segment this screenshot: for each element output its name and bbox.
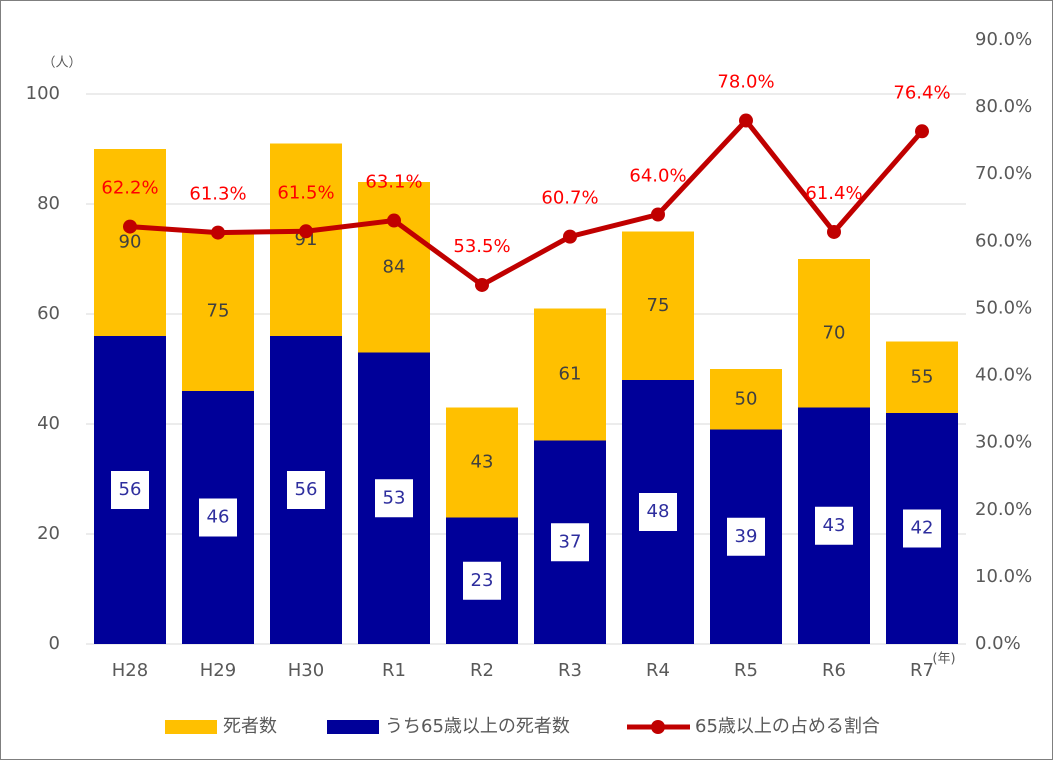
y-tick-label: 80 — [37, 193, 60, 214]
y-tick-label: 20 — [37, 523, 60, 544]
legend-label: うち65歳以上の死者数 — [385, 716, 570, 737]
line-label: 64.0% — [629, 165, 686, 186]
x-tick-label: R3 — [558, 660, 582, 681]
bar-label: 43 — [471, 452, 494, 473]
y2-tick-label: 90.0% — [975, 29, 1032, 50]
line-marker — [387, 213, 401, 228]
bar-label-box — [287, 471, 325, 509]
legend-label: 65歳以上の占める割合 — [695, 716, 880, 737]
y-unit: （人） — [42, 56, 81, 71]
bar-label: 23 — [471, 570, 494, 591]
y2-tick-label: 30.0% — [975, 432, 1032, 453]
x-tick-label: R1 — [382, 660, 406, 681]
y-tick-label: 0 — [49, 633, 60, 654]
line-marker — [651, 207, 665, 222]
x-unit: (年) — [932, 652, 955, 667]
bar-label-box — [463, 561, 501, 600]
x-tick-label: R6 — [822, 660, 846, 681]
legend-swatch — [327, 720, 379, 734]
x-tick-label: R2 — [470, 660, 494, 681]
bar-label-box — [375, 479, 413, 518]
y2-tick-label: 50.0% — [975, 297, 1032, 318]
line-marker — [739, 113, 753, 128]
bar-label: 75 — [647, 295, 670, 316]
x-tick-label: R4 — [646, 660, 670, 681]
y2-tick-label: 80.0% — [975, 96, 1032, 117]
line-marker — [827, 224, 841, 239]
x-tick-label: H30 — [288, 660, 324, 681]
line-label: 60.7% — [541, 188, 598, 209]
y2-tick-label: 0.0% — [975, 633, 1021, 654]
line — [129, 116, 924, 288]
bar-label: 50 — [735, 388, 758, 409]
bar-label: 42 — [911, 518, 934, 539]
x-tick-label: H29 — [200, 660, 236, 681]
y-tick-label: 40 — [37, 413, 60, 434]
bar-label-box — [551, 523, 589, 562]
line-label: 76.4% — [893, 82, 950, 103]
bar-label: 46 — [207, 507, 230, 528]
y2-tick-label: 10.0% — [975, 566, 1032, 587]
x-tick-label: R5 — [734, 660, 758, 681]
x-tick-label: H28 — [112, 660, 148, 681]
line-label: 62.2% — [101, 178, 158, 199]
bar-label-box — [727, 517, 765, 556]
bar-label: 90 — [119, 232, 142, 253]
bar-label-box — [111, 471, 149, 509]
line-label: 61.3% — [189, 184, 246, 205]
bar-label: 37 — [559, 531, 582, 552]
bar-label-box — [815, 506, 853, 545]
bar-label: 56 — [119, 479, 142, 500]
line-label: 61.5% — [277, 182, 334, 203]
bar-label: 39 — [735, 526, 758, 547]
legend-label: 死者数 — [223, 716, 277, 737]
line-marker — [475, 277, 489, 292]
line-label: 78.0% — [717, 72, 774, 93]
y2-tick-label: 20.0% — [975, 499, 1032, 520]
line-marker — [123, 219, 137, 234]
bar-label: 61 — [559, 364, 582, 385]
bar-label: 43 — [823, 515, 846, 536]
bar-label: 70 — [823, 322, 846, 343]
line-marker — [299, 224, 313, 239]
y-tick-label: 60 — [37, 303, 60, 324]
line-marker — [563, 229, 577, 244]
x-tick-label: R7 — [910, 660, 934, 681]
legend-marker — [651, 720, 665, 734]
bar-label-box — [639, 493, 677, 531]
bar-label: 53 — [383, 487, 406, 508]
line-label: 61.4% — [805, 183, 862, 204]
line-label: 63.1% — [365, 172, 422, 193]
bar-label: 56 — [295, 479, 318, 500]
line-marker — [211, 225, 225, 240]
y2-tick-label: 40.0% — [975, 365, 1032, 386]
line-label: 53.5% — [453, 236, 510, 257]
bar-label-box — [199, 498, 237, 537]
line-marker — [915, 124, 929, 139]
bar-label-box — [903, 509, 941, 548]
bar-label: 55 — [911, 366, 934, 387]
y2-tick-label: 70.0% — [975, 163, 1032, 184]
y2-tick-label: 60.0% — [975, 230, 1032, 251]
bar-label: 75 — [207, 300, 230, 321]
y-tick-label: 100 — [26, 83, 60, 104]
legend-swatch — [165, 720, 217, 734]
bar-label: 48 — [647, 501, 670, 522]
bar-label: 84 — [383, 256, 406, 277]
